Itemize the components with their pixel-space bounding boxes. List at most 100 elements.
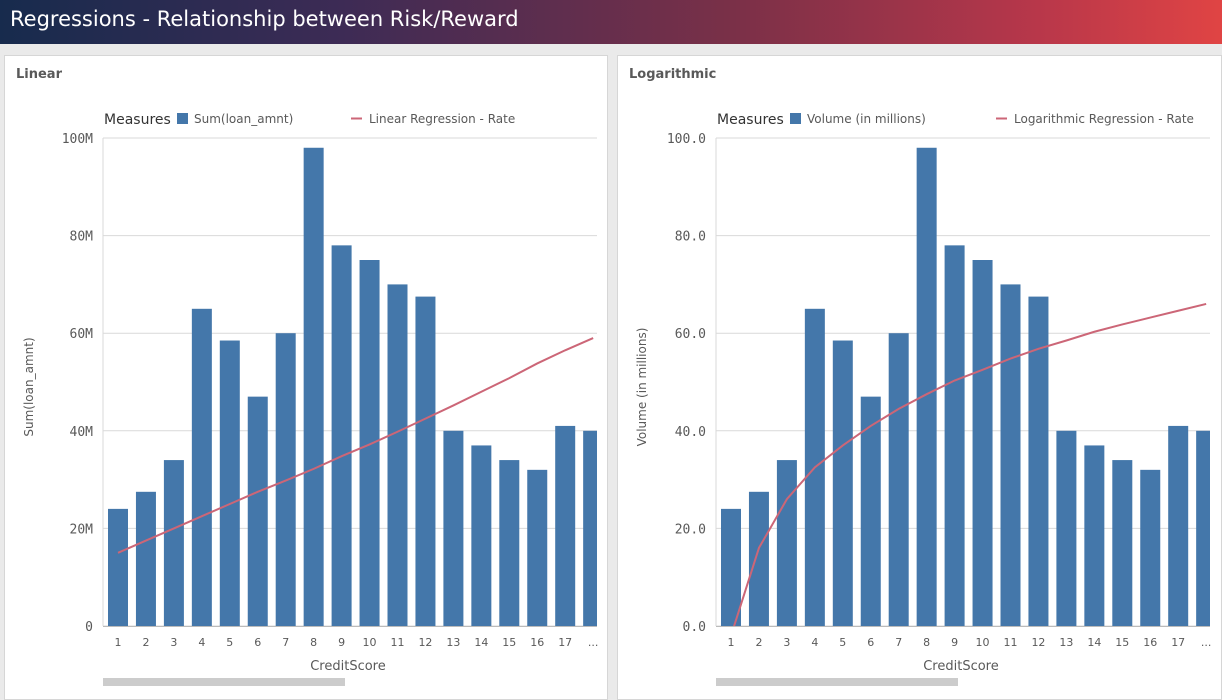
legend-line-label: Linear Regression - Rate — [369, 112, 515, 126]
x-tick-label: 5 — [839, 636, 846, 649]
x-tick-label: 5 — [226, 636, 233, 649]
regression-line[interactable] — [731, 302, 1207, 636]
legend-heading: Measures — [104, 112, 171, 128]
x-tick-label: 2 — [755, 636, 762, 649]
x-tick-label: 9 — [951, 636, 958, 649]
x-tick-label: 7 — [282, 636, 289, 649]
legend-bar-label: Sum(loan_amnt) — [194, 112, 293, 126]
logarithmic-chart-panel[interactable]: Logarithmic Measures Volume (in millions)… — [617, 55, 1222, 700]
y-tick-label: 60.0 — [675, 327, 706, 342]
x-tick-label: ... — [588, 636, 599, 649]
bar[interactable] — [163, 460, 184, 626]
regression-line[interactable] — [117, 337, 594, 554]
x-axis-title: CreditScore — [310, 659, 386, 674]
bar[interactable] — [583, 430, 603, 626]
bar[interactable] — [415, 296, 436, 626]
bar[interactable] — [888, 333, 909, 626]
bar[interactable] — [471, 445, 492, 626]
x-tick-label: 11 — [1004, 636, 1018, 649]
x-tick-label: 9 — [338, 636, 345, 649]
x-tick-label: 6 — [867, 636, 874, 649]
y-tick-label: 60M — [70, 327, 94, 342]
x-tick-label: 10 — [363, 636, 377, 649]
y-tick-label: 80.0 — [675, 230, 706, 245]
linear-chart-panel[interactable]: Linear Measures Sum(loan_amnt) Linear Regr… — [4, 55, 608, 700]
y-axis-title: Sum(loan_amnt) — [22, 337, 36, 436]
bar[interactable] — [1000, 284, 1021, 626]
bar[interactable] — [916, 147, 937, 626]
app-header: Regressions - Relationship between Risk/… — [0, 0, 1222, 44]
y-tick-label: 20M — [70, 522, 94, 537]
bar[interactable] — [247, 396, 268, 626]
bar[interactable] — [1112, 460, 1133, 626]
logarithmic-chart[interactable]: Measures Volume (in millions) Logarithmic … — [618, 56, 1222, 691]
bar[interactable] — [1168, 425, 1189, 626]
bar[interactable] — [832, 340, 853, 626]
bar[interactable] — [944, 245, 965, 627]
bar[interactable] — [1196, 430, 1216, 626]
x-tick-label: 15 — [1115, 636, 1129, 649]
legend[interactable]: Measures Volume (in millions) Logarithmic … — [717, 112, 1194, 128]
x-tick-label: 17 — [558, 636, 572, 649]
bar[interactable] — [191, 308, 212, 626]
legend-line-label: Logarithmic Regression - Rate — [1014, 112, 1194, 126]
bar[interactable] — [555, 425, 576, 626]
bar[interactable] — [748, 491, 769, 626]
x-tick-label: 7 — [895, 636, 902, 649]
y-tick-label: 80M — [70, 230, 94, 245]
x-tick-label: 3 — [170, 636, 177, 649]
x-tick-label: 13 — [446, 636, 460, 649]
bar-series[interactable] — [108, 147, 603, 627]
bar[interactable] — [1028, 296, 1049, 626]
x-axis-title: CreditScore — [923, 659, 999, 674]
legend-bar-label: Volume (in millions) — [807, 112, 926, 126]
page-title: Regressions - Relationship between Risk/… — [10, 7, 519, 31]
bar[interactable] — [972, 260, 993, 626]
bar[interactable] — [303, 147, 324, 626]
y-tick-label: 40M — [70, 425, 94, 440]
y-tick-label: 0 — [85, 620, 93, 635]
x-tick-label: 12 — [418, 636, 432, 649]
x-tick-label: 8 — [923, 636, 930, 649]
bar[interactable] — [1056, 430, 1077, 626]
bar[interactable] — [387, 284, 408, 626]
bar[interactable] — [331, 245, 352, 627]
y-tick-label: 0.0 — [683, 620, 706, 635]
legend-bar-swatch — [790, 113, 801, 124]
x-tick-label: 16 — [1143, 636, 1157, 649]
bar[interactable] — [527, 469, 548, 626]
x-tick-label: 3 — [783, 636, 790, 649]
bar[interactable] — [359, 260, 380, 626]
y-tick-label: 100M — [62, 132, 93, 147]
bar-series[interactable] — [721, 147, 1216, 627]
legend[interactable]: Measures Sum(loan_amnt) Linear Regression … — [104, 112, 515, 128]
bar[interactable] — [776, 460, 797, 626]
bar[interactable] — [443, 430, 464, 626]
legend-bar-swatch — [177, 113, 188, 124]
panel-title-logarithmic: Logarithmic — [629, 67, 717, 82]
x-tick-label: 15 — [502, 636, 516, 649]
bar[interactable] — [1084, 445, 1105, 626]
x-tick-label: 6 — [254, 636, 261, 649]
bar[interactable] — [219, 340, 240, 626]
bar[interactable] — [1140, 469, 1161, 626]
y-axis-title: Volume (in millions) — [635, 328, 649, 447]
bar[interactable] — [860, 396, 881, 626]
y-tick-label: 100.0 — [667, 132, 706, 147]
legend-heading: Measures — [717, 112, 784, 128]
bar[interactable] — [721, 508, 741, 626]
y-tick-label: 40.0 — [675, 425, 706, 440]
x-tick-label: 10 — [976, 636, 990, 649]
x-tick-label: 4 — [811, 636, 818, 649]
y-tick-label: 20.0 — [675, 522, 706, 537]
x-tick-label: 17 — [1171, 636, 1185, 649]
bar[interactable] — [108, 508, 128, 626]
linear-chart[interactable]: Measures Sum(loan_amnt) Linear Regression … — [5, 56, 609, 691]
panel-title-linear: Linear — [16, 67, 62, 82]
bar[interactable] — [135, 491, 156, 626]
linear-chart-scrollbar[interactable] — [103, 678, 345, 686]
x-tick-label: 16 — [530, 636, 544, 649]
x-tick-label: ... — [1201, 636, 1212, 649]
bar[interactable] — [499, 460, 520, 626]
logarithmic-chart-scrollbar[interactable] — [716, 678, 958, 686]
